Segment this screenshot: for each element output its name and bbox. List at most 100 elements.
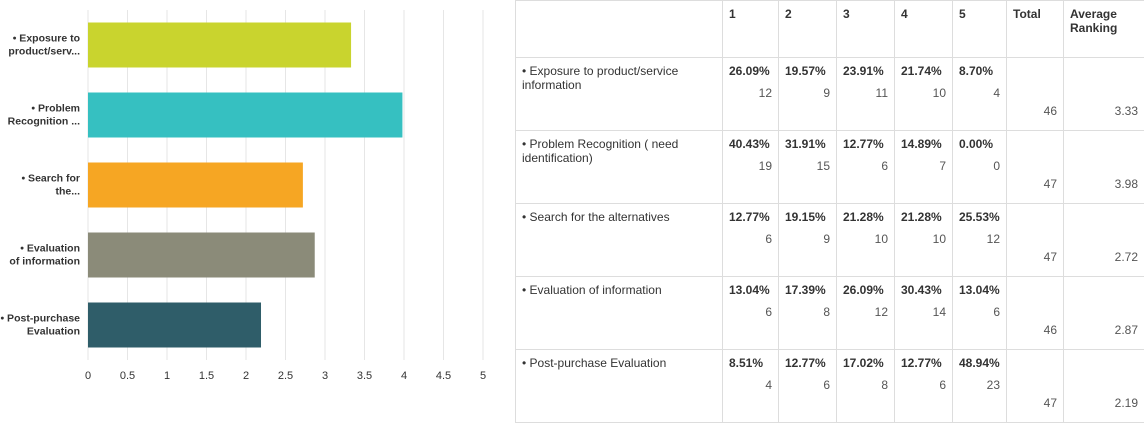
row-label: • Problem Recognition ( need identificat… — [516, 131, 723, 204]
cell: 21.28% 10 — [895, 204, 953, 277]
cell: 8.51%4 — [723, 350, 779, 423]
total: 46 — [1007, 58, 1064, 131]
percent: 14.89% — [901, 137, 946, 151]
count: 8 — [843, 378, 888, 392]
cell: 13.04%6 — [953, 277, 1007, 350]
count: 12 — [959, 232, 1000, 246]
average: 2.19 — [1064, 350, 1144, 423]
cell: 25.53%12 — [953, 204, 1007, 277]
x-tick-label: 1 — [164, 370, 170, 382]
row-label: • Evaluation of information — [516, 277, 723, 350]
count: 6 — [729, 232, 772, 246]
count: 8 — [785, 305, 830, 319]
header-cell: 4 — [895, 1, 953, 58]
table-row: • Problem Recognition ( need identificat… — [516, 131, 1144, 204]
percent: 26.09% — [843, 283, 888, 297]
cell: 17.02% 8 — [837, 350, 895, 423]
x-tick-label: 3 — [322, 370, 328, 382]
bar — [88, 23, 351, 68]
cell: 23.91% 11 — [837, 58, 895, 131]
cell: 13.04%6 — [723, 277, 779, 350]
percent: 8.70% — [959, 64, 1000, 78]
y-tick-label: Recognition ... — [8, 115, 80, 127]
cell: 30.43% 14 — [895, 277, 953, 350]
y-tick-label: • Post-purchase — [0, 312, 80, 324]
count: 10 — [901, 86, 946, 100]
cell: 14.89% 7 — [895, 131, 953, 204]
total: 47 — [1007, 131, 1064, 204]
cell: 17.39%8 — [779, 277, 837, 350]
cell: 8.70% 4 — [953, 58, 1007, 131]
row-label: • Exposure to product/service informatio… — [516, 58, 723, 131]
x-tick-label: 0 — [85, 370, 91, 382]
percent: 30.43% — [901, 283, 946, 297]
cell: 26.09%12 — [837, 277, 895, 350]
percent: 19.15% — [785, 210, 830, 224]
y-tick-label: the... — [55, 185, 80, 197]
count: 6 — [785, 378, 830, 392]
y-tick-label: • Search for — [21, 172, 80, 184]
count: 23 — [959, 378, 1000, 392]
header-cell: 1 — [723, 1, 779, 58]
average: 3.98 — [1064, 131, 1144, 204]
count: 7 — [901, 159, 946, 173]
count: 12 — [729, 86, 772, 100]
count: 10 — [901, 232, 946, 246]
cell: 26.09% 12 — [723, 58, 779, 131]
cell: 12.77%6 — [837, 131, 895, 204]
count: 15 — [785, 159, 830, 173]
percent: 31.91% — [785, 137, 830, 151]
cell: 12.77% 6 — [723, 204, 779, 277]
count: 6 — [901, 378, 946, 392]
y-tick-label: of information — [9, 255, 80, 267]
cell: 0.00% 0 — [953, 131, 1007, 204]
cell: 12.77%6 — [779, 350, 837, 423]
average: 2.72 — [1064, 204, 1144, 277]
count: 10 — [843, 232, 888, 246]
percent: 12.77% — [901, 356, 946, 370]
header-cell: 2 — [779, 1, 837, 58]
percent: 26.09% — [729, 64, 772, 78]
header-cell — [516, 1, 723, 58]
count: 11 — [843, 86, 888, 100]
bar — [88, 163, 303, 208]
percent: 12.77% — [729, 210, 772, 224]
percent: 19.57% — [785, 64, 830, 78]
count: 6 — [843, 159, 888, 173]
x-tick-label: 3.5 — [357, 370, 372, 382]
cell: 21.28% 10 — [837, 204, 895, 277]
x-tick-label: 4.5 — [436, 370, 451, 382]
percent: 21.28% — [843, 210, 888, 224]
header-cell: Total — [1007, 1, 1064, 58]
percent: 17.02% — [843, 356, 888, 370]
percent: 40.43% — [729, 137, 772, 151]
count: 4 — [959, 86, 1000, 100]
average: 3.33 — [1064, 58, 1144, 131]
percent: 13.04% — [959, 283, 1000, 297]
count: 4 — [729, 378, 772, 392]
x-tick-label: 2.5 — [278, 370, 293, 382]
percent: 23.91% — [843, 64, 888, 78]
count: 9 — [785, 232, 830, 246]
count: 6 — [729, 305, 772, 319]
header-cell: Average Ranking — [1064, 1, 1144, 58]
count: 19 — [729, 159, 772, 173]
header-cell: 5 — [953, 1, 1007, 58]
total: 46 — [1007, 277, 1064, 350]
y-tick-label: product/serv... — [8, 45, 80, 57]
row-label: • Search for the alternatives — [516, 204, 723, 277]
count: 0 — [959, 159, 1000, 173]
cell: 12.77% 6 — [895, 350, 953, 423]
cell: 21.74%10 — [895, 58, 953, 131]
percent: 21.28% — [901, 210, 946, 224]
x-tick-label: 0.5 — [120, 370, 135, 382]
percent: 0.00% — [959, 137, 1000, 151]
y-tick-label: • Evaluation — [20, 242, 80, 254]
total: 47 — [1007, 350, 1064, 423]
total: 47 — [1007, 204, 1064, 277]
count: 14 — [901, 305, 946, 319]
